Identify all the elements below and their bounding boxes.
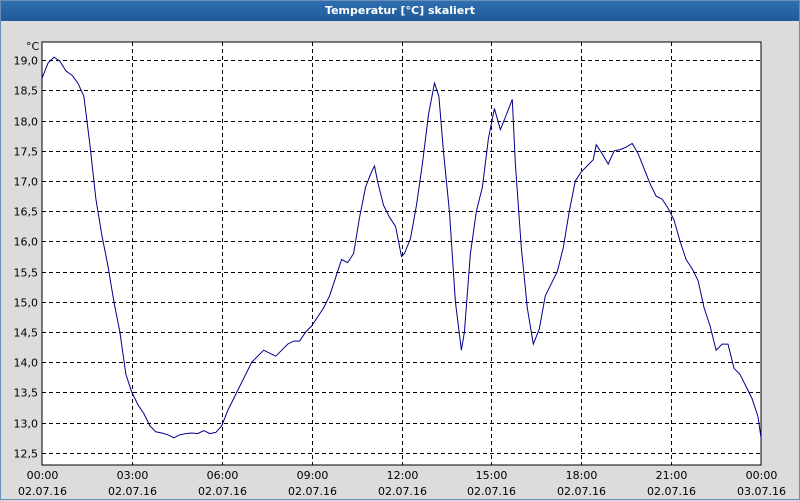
x-tick-date-label: 02.07.16 — [18, 485, 67, 498]
series-group — [41, 56, 762, 439]
x-tick-time-label: 21:00 — [656, 469, 688, 482]
x-tick-time-label: 00:00 — [27, 469, 59, 482]
x-tick-time-label: 06:00 — [207, 469, 239, 482]
x-tick-date-label: 02.07.16 — [378, 485, 427, 498]
y-tick-label: 17,5 — [14, 146, 39, 159]
y-tick-label: 19,0 — [14, 55, 39, 68]
x-tick-date-label: 02.07.16 — [467, 485, 516, 498]
y-axis-ticks: 12,5 13,0 13,5 14,0 14,5 15,0 15,5 16,0 16,5 17,0… — [14, 55, 39, 461]
y-tick-label: 13,5 — [14, 387, 39, 400]
x-tick-date-label: 03.07.16 — [737, 485, 786, 498]
y-tick-label: 15,5 — [14, 267, 39, 280]
y-axis-unit-label: °C — [26, 40, 40, 53]
y-tick-label: 14,0 — [14, 357, 39, 370]
x-tick-time-label: 09:00 — [297, 469, 329, 482]
temperature-series-line — [41, 56, 762, 439]
plot-area — [41, 41, 762, 466]
x-tick-date-label: 02.07.16 — [647, 485, 696, 498]
y-tick-label: 17,0 — [14, 176, 39, 189]
y-tick-label: 18,0 — [14, 116, 39, 129]
y-tick-label: 16,5 — [14, 206, 39, 219]
x-tick-time-label: 00:00 — [746, 469, 778, 482]
y-tick-label: 14,5 — [14, 327, 39, 340]
x-tick-time-label: 03:00 — [117, 469, 149, 482]
x-axis-ticks: 00:00 02.07.16 03:00 02.07.16 06:00 02.07.16 0… — [18, 469, 786, 498]
y-tick-label: 18,5 — [14, 85, 39, 98]
y-tick-label: 16,0 — [14, 236, 39, 249]
y-tick-label: 12,5 — [14, 448, 39, 461]
x-tick-date-label: 02.07.16 — [557, 485, 606, 498]
x-tick-time-label: 18:00 — [566, 469, 598, 482]
y-tick-label: 15,0 — [14, 297, 39, 310]
y-tick-label: 13,0 — [14, 418, 39, 431]
x-tick-time-label: 12:00 — [387, 469, 419, 482]
window-title: Temperatur [°C] skaliert — [1, 1, 799, 21]
x-tick-date-label: 02.07.16 — [198, 485, 247, 498]
x-tick-date-label: 02.07.16 — [108, 485, 157, 498]
x-tick-date-label: 02.07.16 — [288, 485, 337, 498]
x-tick-time-label: 15:00 — [476, 469, 508, 482]
